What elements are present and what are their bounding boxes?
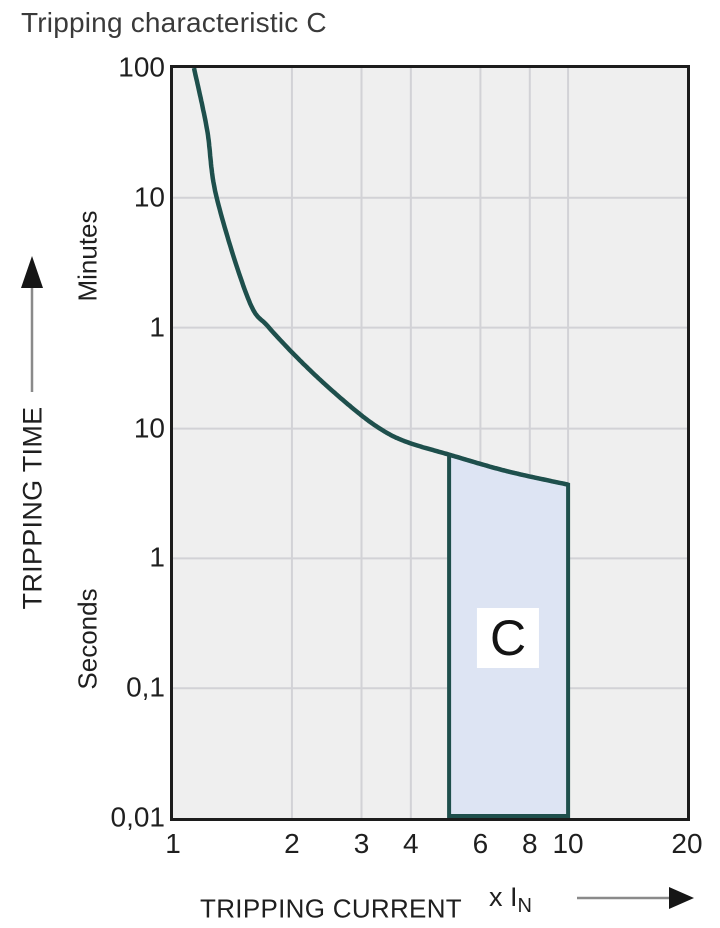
y-tick-label: 100 [118, 51, 165, 83]
y-tick-label: 1 [149, 541, 165, 573]
up-arrow-icon [19, 256, 45, 399]
x-tick-label: 1 [165, 828, 181, 859]
y-unit-minutes-label: Minutes [72, 210, 103, 302]
x-tick-label: 20 [671, 828, 703, 859]
y-tick-label: 0,1 [126, 671, 165, 703]
y-tick-label: 0,01 [110, 801, 166, 833]
x-multiplier-text: x I [489, 882, 518, 912]
x-axis-title: TRIPPING CURRENT [200, 893, 462, 924]
tripping-curve [191, 68, 569, 487]
x-tick-label: 2 [284, 828, 300, 859]
y-axis-title: TRIPPING TIME [17, 406, 48, 610]
y-tick-label: 10 [133, 411, 165, 443]
x-axis-multiplier-label: x IN [489, 882, 532, 918]
x-tick-label: 8 [521, 828, 538, 859]
x-tick-label: 10 [552, 828, 584, 859]
x-multiplier-subscript: N [517, 895, 532, 917]
right-arrow-icon [577, 886, 695, 915]
y-tick-label: 1 [149, 310, 165, 342]
x-tick-label: 4 [403, 828, 419, 859]
region-c-label: C [476, 608, 540, 668]
x-tick-label: 3 [353, 828, 370, 859]
x-tick-label: 6 [472, 828, 489, 859]
plot-area [170, 65, 690, 821]
y-tick-label: 10 [133, 181, 165, 213]
trip-curve-canvas [173, 68, 687, 818]
chart-title: Tripping characteristic C [21, 7, 327, 38]
